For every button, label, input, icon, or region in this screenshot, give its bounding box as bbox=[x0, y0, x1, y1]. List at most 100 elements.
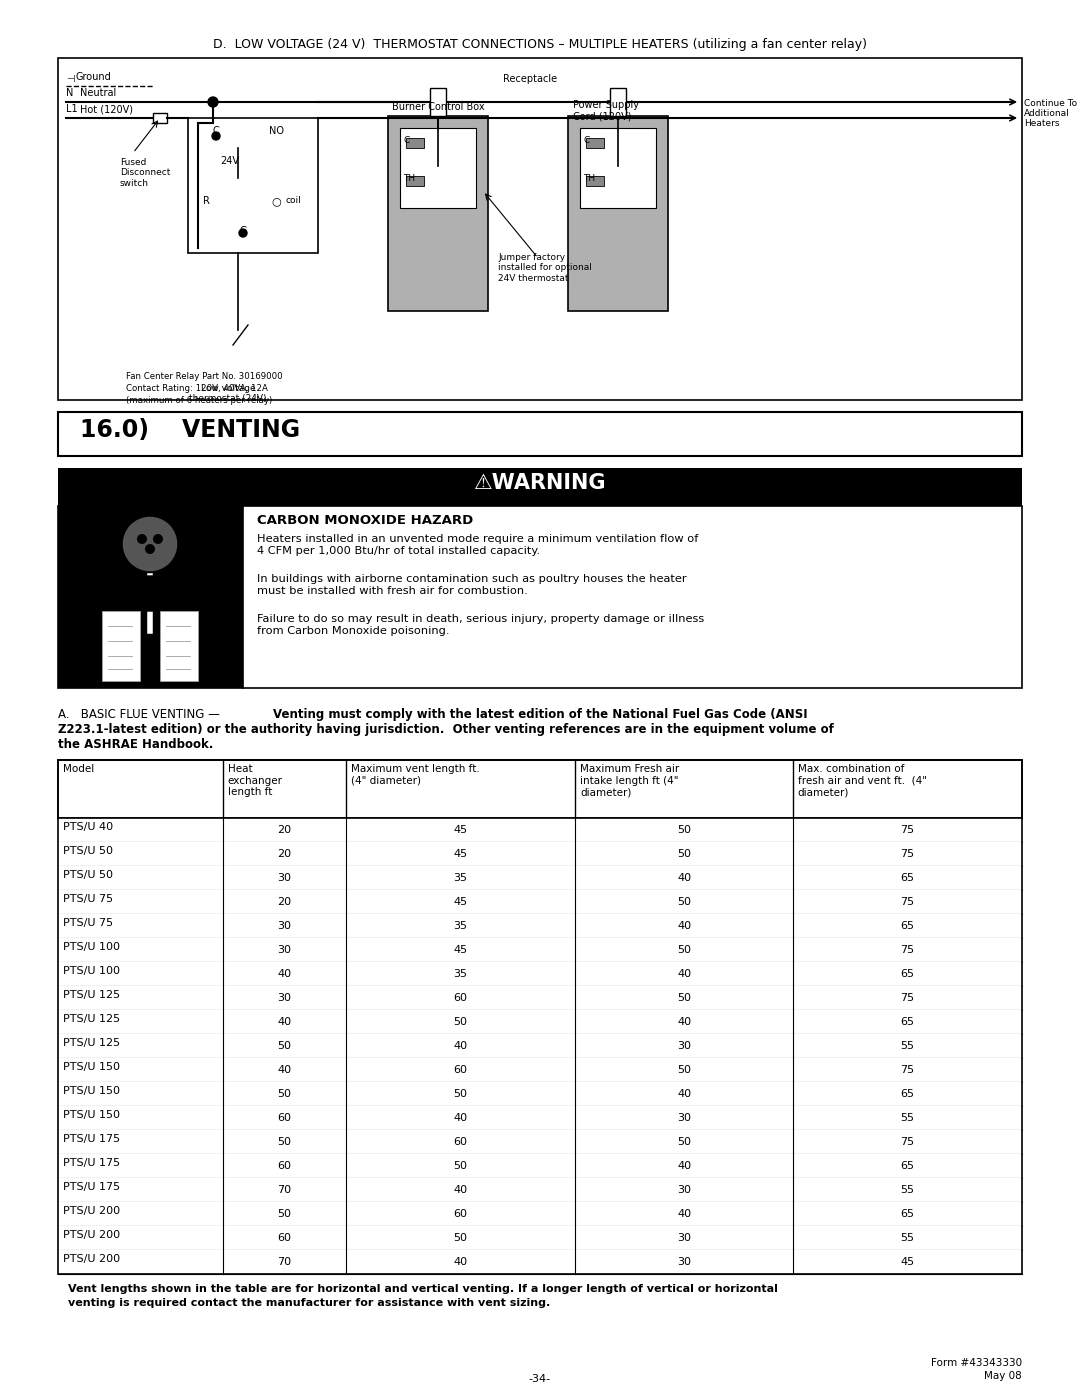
Text: Continue To: Continue To bbox=[1024, 99, 1077, 108]
Text: PTS/U 150: PTS/U 150 bbox=[63, 1111, 120, 1120]
Bar bbox=[58, 1058, 1022, 1083]
Bar bbox=[58, 1130, 1022, 1154]
Text: 24V: 24V bbox=[220, 156, 240, 166]
Text: PTS/U 100: PTS/U 100 bbox=[63, 942, 120, 951]
Text: 16.0)    VENTING: 16.0) VENTING bbox=[80, 418, 300, 441]
Text: 30: 30 bbox=[677, 1041, 691, 1051]
Text: NO: NO bbox=[269, 126, 283, 136]
Text: C: C bbox=[583, 136, 590, 145]
Text: In buildings with airborne contamination such as poultry houses the heater
must : In buildings with airborne contamination… bbox=[257, 574, 687, 595]
Text: 60: 60 bbox=[278, 1234, 292, 1243]
Bar bbox=[58, 760, 1022, 819]
Text: Max. combination of
fresh air and vent ft.  (4"
diameter): Max. combination of fresh air and vent f… bbox=[798, 764, 927, 798]
Text: C: C bbox=[403, 136, 409, 145]
Text: 65: 65 bbox=[901, 1017, 915, 1027]
Text: Power Supply
Cord (120V): Power Supply Cord (120V) bbox=[573, 101, 639, 122]
Text: Hot (120V): Hot (120V) bbox=[80, 103, 133, 115]
Bar bbox=[58, 866, 1022, 890]
Text: D.  LOW VOLTAGE (24 V)  THERMOSTAT CONNECTIONS – MULTIPLE HEATERS (utilizing a f: D. LOW VOLTAGE (24 V) THERMOSTAT CONNECT… bbox=[213, 38, 867, 52]
Text: 50: 50 bbox=[677, 897, 691, 907]
Text: Additional: Additional bbox=[1024, 109, 1070, 117]
Text: Maximum vent length ft.
(4" diameter): Maximum vent length ft. (4" diameter) bbox=[351, 764, 480, 785]
Text: 65: 65 bbox=[901, 1090, 915, 1099]
Bar bbox=[58, 1034, 1022, 1058]
Text: PTS/U 175: PTS/U 175 bbox=[63, 1134, 120, 1144]
Text: (maximum of 6 heaters per relay): (maximum of 6 heaters per relay) bbox=[126, 395, 272, 405]
Text: 75: 75 bbox=[901, 849, 915, 859]
Text: PTS/U 40: PTS/U 40 bbox=[63, 821, 113, 833]
Bar bbox=[406, 138, 424, 148]
Circle shape bbox=[208, 96, 218, 108]
Text: 50: 50 bbox=[677, 1065, 691, 1076]
Text: 20: 20 bbox=[278, 849, 292, 859]
Bar bbox=[586, 138, 604, 148]
Text: 30: 30 bbox=[677, 1257, 691, 1267]
Text: PTS/U 125: PTS/U 125 bbox=[63, 990, 120, 1000]
Bar bbox=[58, 842, 1022, 866]
Bar bbox=[188, 117, 318, 253]
Text: 40: 40 bbox=[454, 1113, 468, 1123]
Text: PTS/U 150: PTS/U 150 bbox=[63, 1085, 120, 1097]
Circle shape bbox=[153, 534, 163, 543]
Bar bbox=[58, 963, 1022, 986]
Text: 40: 40 bbox=[454, 1041, 468, 1051]
Text: Fused
Disconnect
switch: Fused Disconnect switch bbox=[120, 158, 171, 187]
Bar bbox=[586, 176, 604, 186]
Bar bbox=[58, 937, 1022, 963]
Text: Contact Rating: 120V, 40VA, 12A: Contact Rating: 120V, 40VA, 12A bbox=[126, 384, 268, 393]
Text: G: G bbox=[240, 226, 246, 236]
Bar bbox=[58, 986, 1022, 1010]
Text: Heat
exchanger
length ft: Heat exchanger length ft bbox=[228, 764, 283, 798]
Bar bbox=[58, 59, 1022, 400]
Text: 50: 50 bbox=[278, 1090, 292, 1099]
Text: 45: 45 bbox=[454, 944, 468, 956]
Bar bbox=[58, 1106, 1022, 1130]
Bar bbox=[568, 116, 669, 312]
Text: Failure to do so may result in death, serious injury, property damage or illness: Failure to do so may result in death, se… bbox=[257, 615, 704, 636]
Bar bbox=[58, 890, 1022, 914]
Text: ⚠WARNING: ⚠WARNING bbox=[474, 474, 606, 493]
Bar bbox=[58, 1083, 1022, 1106]
Text: 60: 60 bbox=[454, 1137, 468, 1147]
Bar bbox=[58, 819, 1022, 842]
Text: 75: 75 bbox=[901, 944, 915, 956]
Text: 30: 30 bbox=[278, 873, 292, 883]
Bar bbox=[58, 506, 1022, 687]
Text: the ASHRAE Handbook.: the ASHRAE Handbook. bbox=[58, 738, 214, 752]
Bar bbox=[153, 113, 167, 123]
Text: Fan Center Relay Part No. 30169000: Fan Center Relay Part No. 30169000 bbox=[126, 372, 283, 381]
Text: 50: 50 bbox=[454, 1161, 468, 1171]
Bar bbox=[580, 129, 656, 208]
Text: 65: 65 bbox=[901, 921, 915, 930]
Text: ⊣: ⊣ bbox=[66, 74, 75, 84]
Text: Venting must comply with the latest edition of the National Fuel Gas Code (ANSI: Venting must comply with the latest edit… bbox=[273, 708, 808, 721]
Text: 40: 40 bbox=[278, 1065, 292, 1076]
Text: PTS/U 200: PTS/U 200 bbox=[63, 1255, 120, 1264]
Bar bbox=[406, 176, 424, 186]
Bar bbox=[58, 760, 1022, 1274]
Text: 65: 65 bbox=[901, 1161, 915, 1171]
Text: PTS/U 125: PTS/U 125 bbox=[63, 1014, 120, 1024]
Polygon shape bbox=[100, 576, 200, 610]
Bar bbox=[58, 1154, 1022, 1178]
Text: 55: 55 bbox=[901, 1185, 915, 1194]
Bar bbox=[58, 1010, 1022, 1034]
Text: Model: Model bbox=[63, 764, 94, 774]
Text: 50: 50 bbox=[454, 1090, 468, 1099]
Text: 60: 60 bbox=[454, 1065, 468, 1076]
Bar bbox=[160, 610, 198, 680]
Text: 35: 35 bbox=[454, 921, 468, 930]
Text: coil: coil bbox=[286, 196, 301, 205]
Text: PTS/U 200: PTS/U 200 bbox=[63, 1206, 120, 1215]
Bar bbox=[58, 412, 1022, 455]
Text: 70: 70 bbox=[278, 1257, 292, 1267]
Text: 65: 65 bbox=[901, 970, 915, 979]
Circle shape bbox=[212, 131, 220, 140]
Text: 60: 60 bbox=[454, 993, 468, 1003]
Text: -34-: -34- bbox=[529, 1375, 551, 1384]
Text: 40: 40 bbox=[677, 1161, 691, 1171]
Text: 60: 60 bbox=[278, 1161, 292, 1171]
Bar bbox=[58, 1178, 1022, 1201]
Text: 45: 45 bbox=[454, 897, 468, 907]
Text: 30: 30 bbox=[278, 944, 292, 956]
